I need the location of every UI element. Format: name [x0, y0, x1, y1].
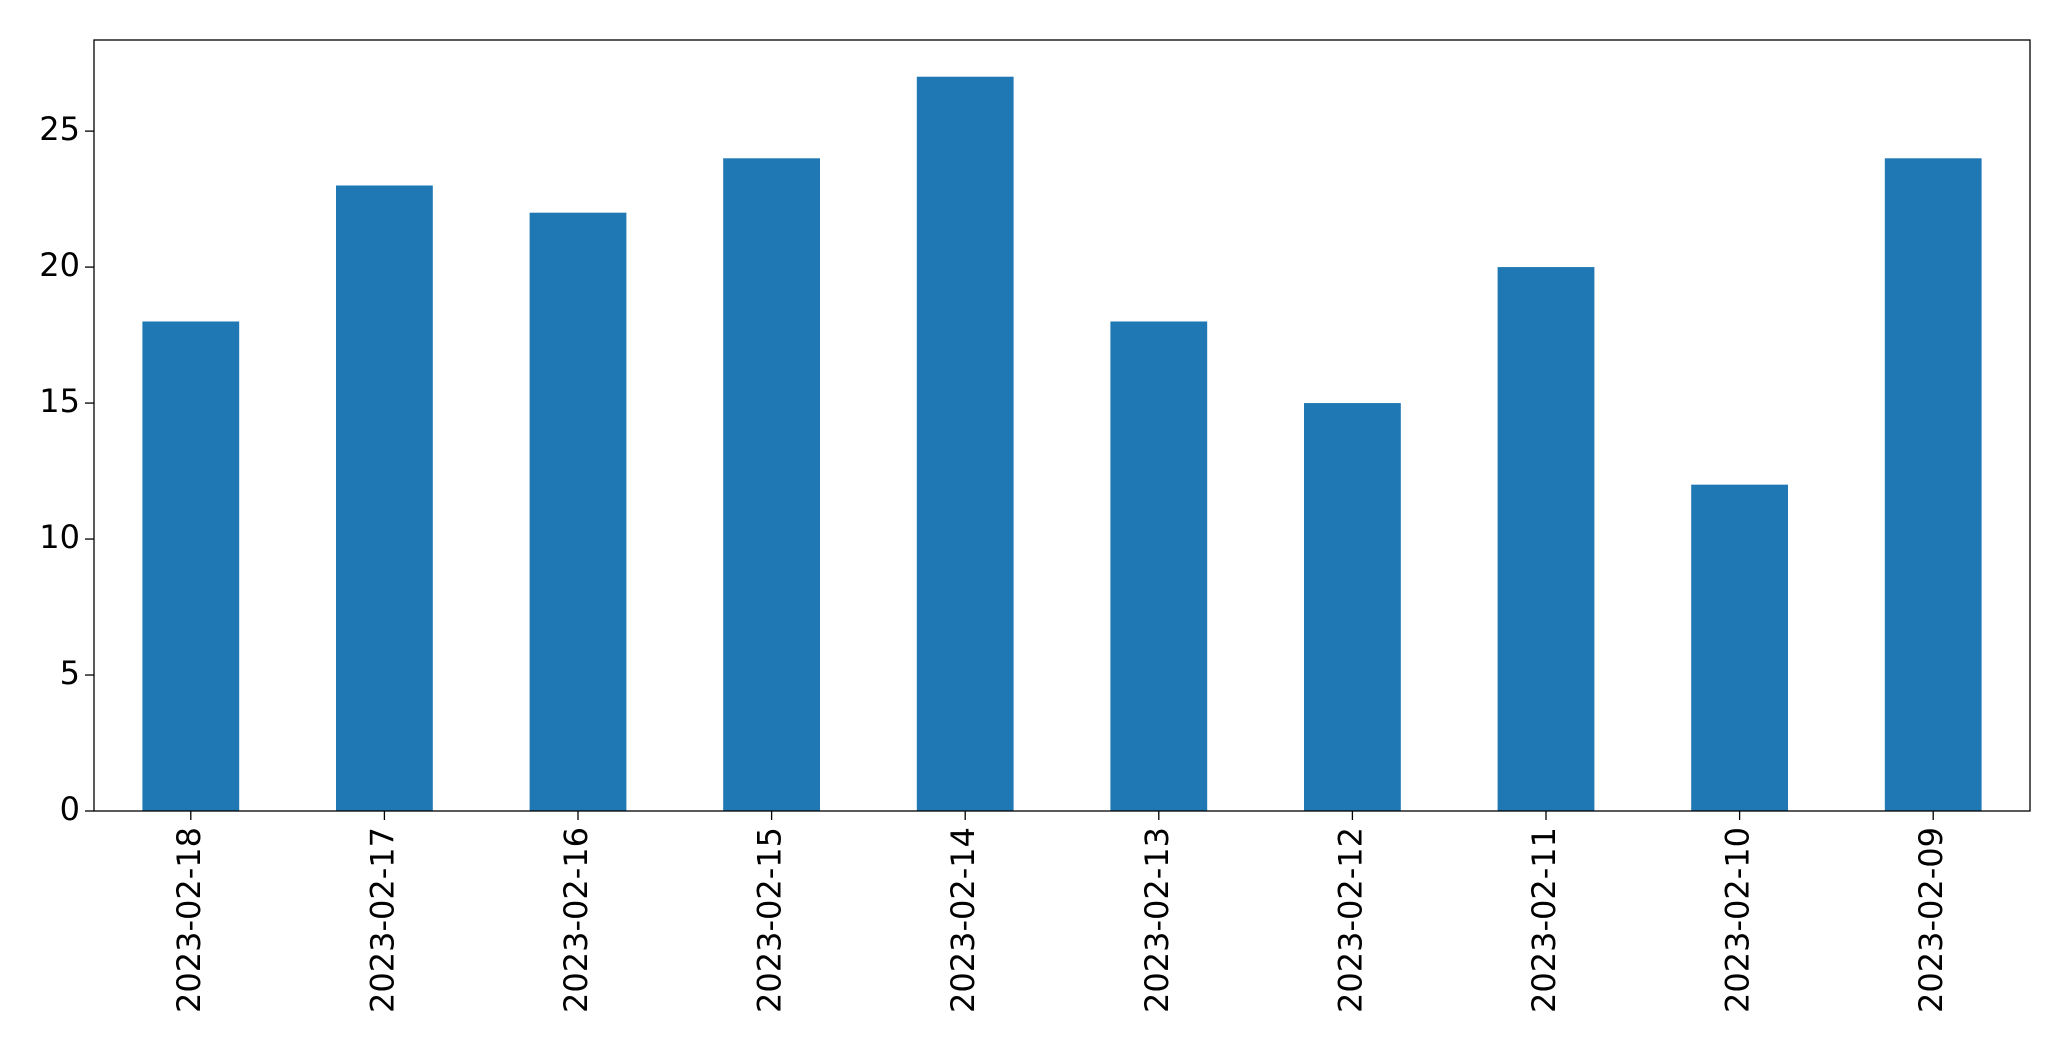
- bar: [723, 158, 820, 812]
- bar: [142, 321, 240, 811]
- bar: [336, 185, 433, 811]
- x-tick-label: 2023-02-11: [1525, 827, 1563, 1013]
- x-tick-label: 2023-02-12: [1331, 827, 1369, 1013]
- bar: [1304, 403, 1401, 811]
- bar: [1110, 321, 1208, 811]
- bar: [529, 212, 627, 811]
- y-tick-label: 5: [60, 654, 80, 692]
- bar: [916, 76, 1014, 811]
- bar: [1497, 267, 1595, 811]
- y-tick-label: 15: [39, 382, 80, 420]
- y-tick-label: 25: [39, 110, 80, 148]
- y-tick-label: 20: [39, 246, 80, 284]
- plot-frame: [93, 39, 2031, 812]
- x-tick-label: 2023-02-18: [170, 827, 208, 1013]
- x-tick-label: 2023-02-13: [1138, 827, 1176, 1013]
- bar: [1884, 158, 1982, 812]
- y-tick-label: 10: [39, 518, 80, 556]
- x-tick-label: 2023-02-15: [751, 827, 789, 1013]
- y-tick-label: 0: [60, 790, 80, 828]
- x-tick-label: 2023-02-17: [363, 827, 401, 1013]
- x-tick-label: 2023-02-14: [944, 827, 982, 1013]
- x-tick-label: 2023-02-10: [1719, 827, 1757, 1013]
- x-tick-label: 2023-02-09: [1912, 827, 1950, 1013]
- bar: [1691, 484, 1788, 811]
- x-tick-label: 2023-02-16: [557, 827, 595, 1013]
